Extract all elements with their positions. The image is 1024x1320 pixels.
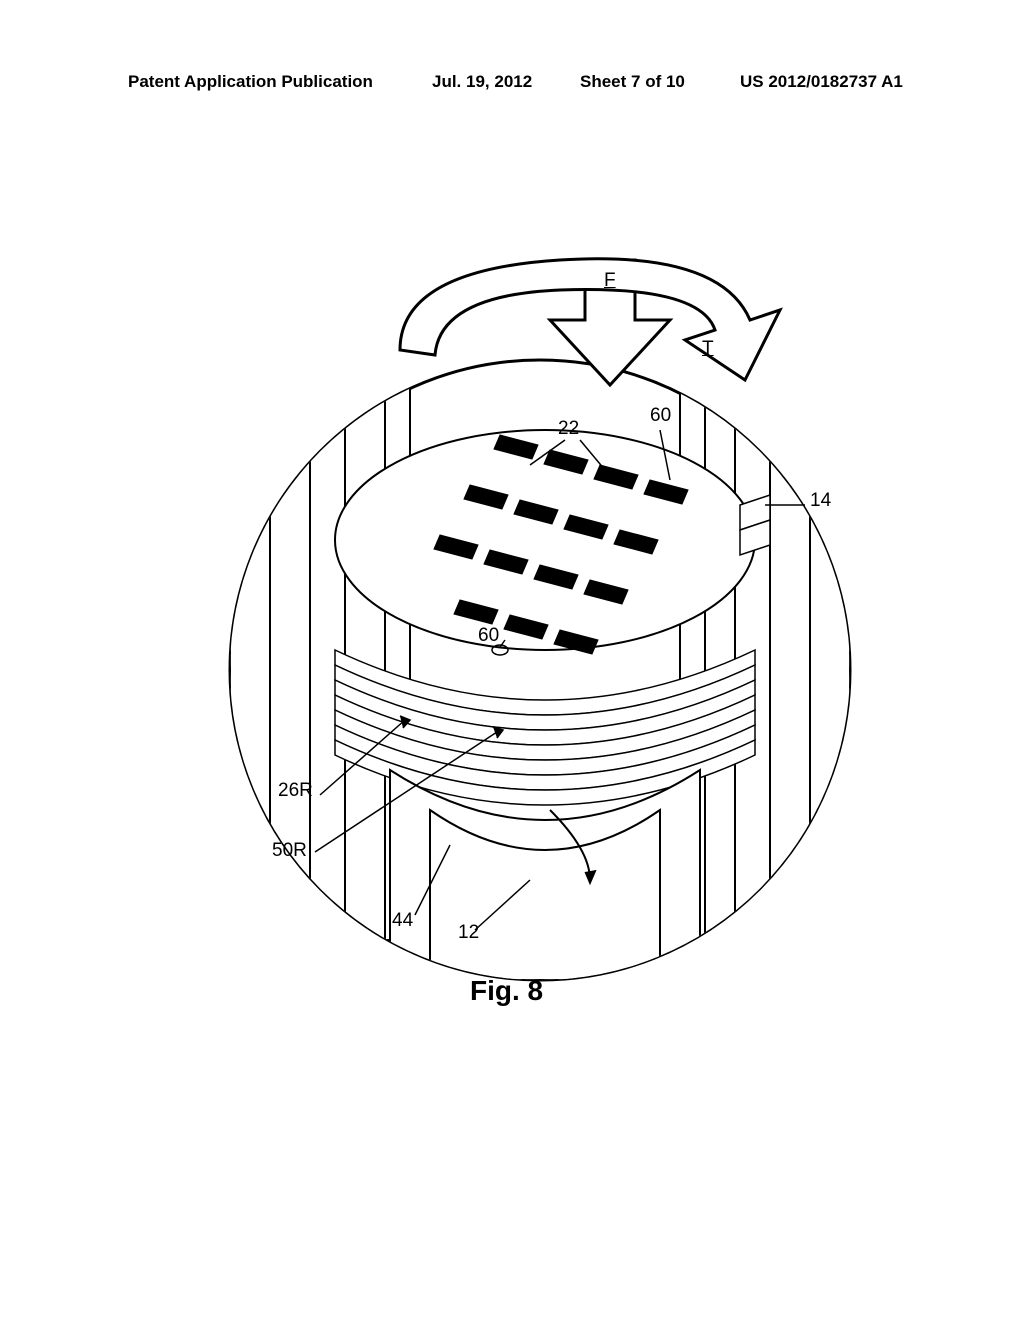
- header-sheet: Sheet 7 of 10: [580, 72, 685, 92]
- header-pubno: US 2012/0182737 A1: [740, 72, 903, 92]
- ref-26R: 26R: [278, 780, 313, 802]
- figure-svg: [160, 240, 860, 990]
- page: Patent Application Publication Jul. 19, …: [0, 0, 1024, 1320]
- figure: F T 22 60 60 14 26R 50R 44 12: [160, 240, 860, 990]
- ref-44: 44: [392, 910, 413, 932]
- header-publication: Patent Application Publication: [128, 72, 373, 92]
- ref-14: 14: [810, 490, 831, 512]
- header-date: Jul. 19, 2012: [432, 72, 532, 92]
- figure-label: Fig. 8: [470, 975, 543, 1007]
- header: Patent Application Publication Jul. 19, …: [0, 72, 1024, 96]
- ref-60b: 60: [478, 625, 499, 647]
- ref-F: F: [604, 270, 616, 292]
- ref-60a: 60: [650, 405, 671, 427]
- ref-T: T: [702, 338, 714, 360]
- ref-22: 22: [558, 418, 579, 440]
- ref-50R: 50R: [272, 840, 307, 862]
- ref-12: 12: [458, 922, 479, 944]
- housing-left: [230, 370, 410, 940]
